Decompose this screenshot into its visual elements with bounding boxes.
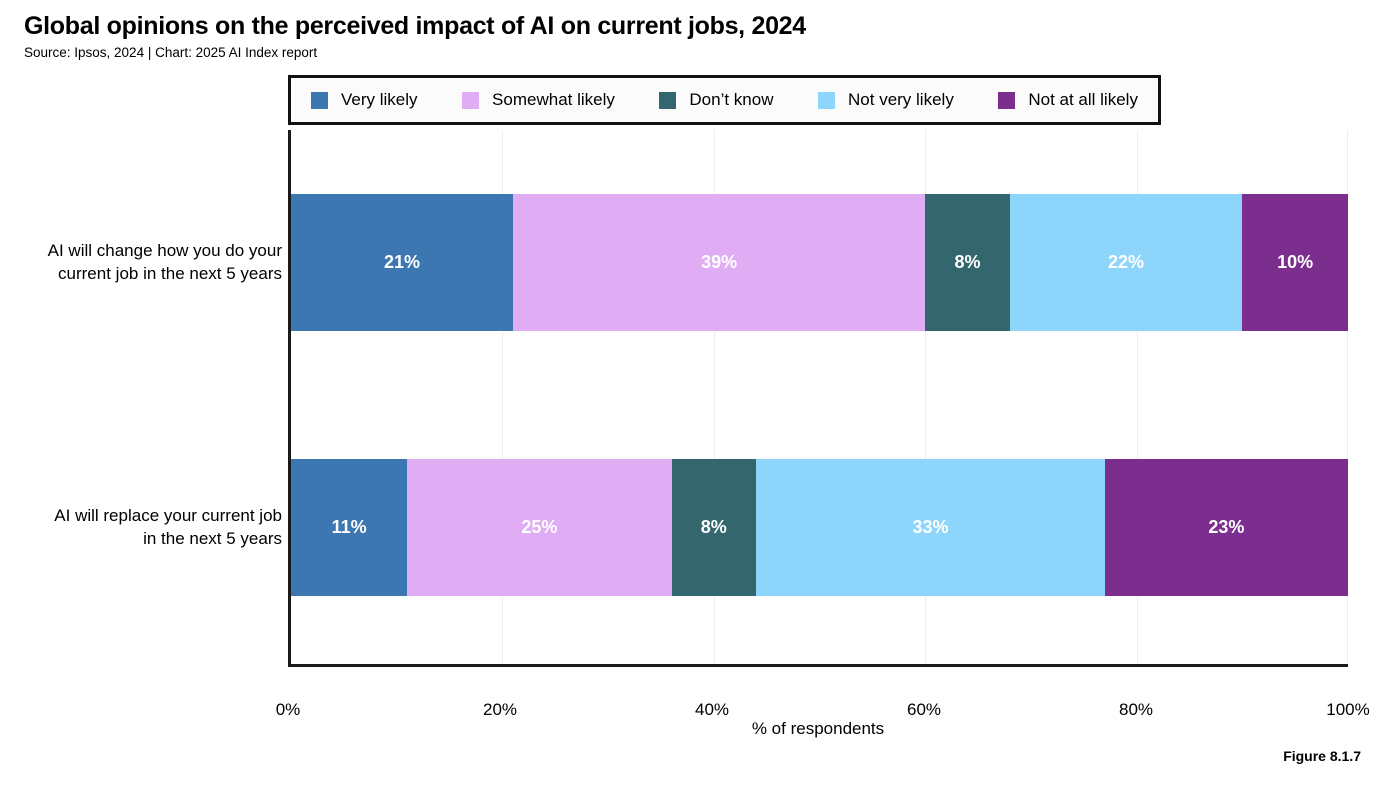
bar-segment-somewhat-likely: 25% [407,459,672,596]
chart-source-line: Source: Ipsos, 2024 | Chart: 2025 AI Ind… [24,45,318,60]
bar-segment-very-likely: 21% [291,194,513,331]
page-title: Global opinions on the perceived impact … [24,12,806,40]
x-tick-0: 0% [275,700,301,719]
bar-value-label: 33% [912,517,949,537]
legend-item-not-very-likely: Not very likely [818,90,954,110]
bar-value-label: 21% [383,252,420,272]
bar-value-label: 23% [1208,517,1245,537]
chart-legend: Very likely Somewhat likely Don’t know N… [288,75,1161,125]
gridline-60 [925,130,927,664]
bar-value-label: 25% [521,517,558,537]
bar-segment-somewhat-likely: 39% [512,194,926,331]
legend-label: Not very likely [848,90,954,109]
x-axis-label: % of respondents [751,719,885,738]
legend-swatch-not-very-likely [818,91,836,109]
legend-label: Somewhat likely [492,90,615,109]
legend-label: Don’t know [689,90,774,109]
x-tick-80: 80% [1118,700,1154,719]
legend-swatch-dont-know [659,91,677,109]
bar-segment-not-very-likely: 33% [756,459,1105,596]
category-label-replace-job: AI will replace your current job in the … [2,504,282,550]
stacked-bar-change-job: 21% 39% 8% 22% 10% [291,194,1348,331]
bar-value-label: 8% [954,252,981,272]
plot-area: 21% 39% 8% 22% 10% 11% 25% 8% [288,130,1348,667]
legend-item-not-at-all-likely: Not at all likely [998,90,1138,110]
legend-item-very-likely: Very likely [311,90,418,110]
x-tick-40: 40% [694,700,730,719]
bar-value-label: 22% [1107,252,1145,272]
stacked-bar-replace-job: 11% 25% 8% 33% 23% [291,459,1348,596]
category-label-line: AI will change how you do your [47,241,282,260]
category-label-line: in the next 5 years [143,529,282,548]
category-label-line: AI will replace your current job [54,506,282,525]
legend-swatch-very-likely [311,91,328,109]
bar-segment-dont-know: 8% [671,459,757,596]
bar-segment-not-at-all-likely: 23% [1104,459,1348,596]
gridline-80 [1136,130,1138,664]
bar-value-label: 11% [331,517,367,537]
bar-value-label: 39% [701,252,738,272]
bar-segment-not-very-likely: 22% [1009,194,1243,331]
bar-segment-not-at-all-likely: 10% [1242,194,1348,331]
legend-item-somewhat-likely: Somewhat likely [462,90,615,110]
legend-label: Not at all likely [1028,90,1138,109]
bar-value-label: 10% [1277,252,1314,272]
category-label-change-job: AI will change how you do your current j… [2,239,282,285]
x-tick-100: 100% [1326,700,1370,719]
bar-value-label: 8% [700,517,727,537]
x-tick-20: 20% [482,700,518,719]
bar-segment-dont-know: 8% [925,194,1010,331]
x-tick-60: 60% [906,700,942,719]
legend-label: Very likely [341,90,418,109]
bar-segment-very-likely: 11% [291,459,408,596]
figure-number: Figure 8.1.7 [1283,748,1361,764]
category-label-line: current job in the next 5 years [58,264,282,283]
gridline-40 [713,130,715,664]
legend-item-dont-know: Don’t know [659,90,774,110]
legend-swatch-not-at-all-likely [998,91,1016,109]
gridline-20 [502,130,504,664]
legend-swatch-somewhat-likely [462,91,480,109]
gridline-100 [1347,130,1348,664]
